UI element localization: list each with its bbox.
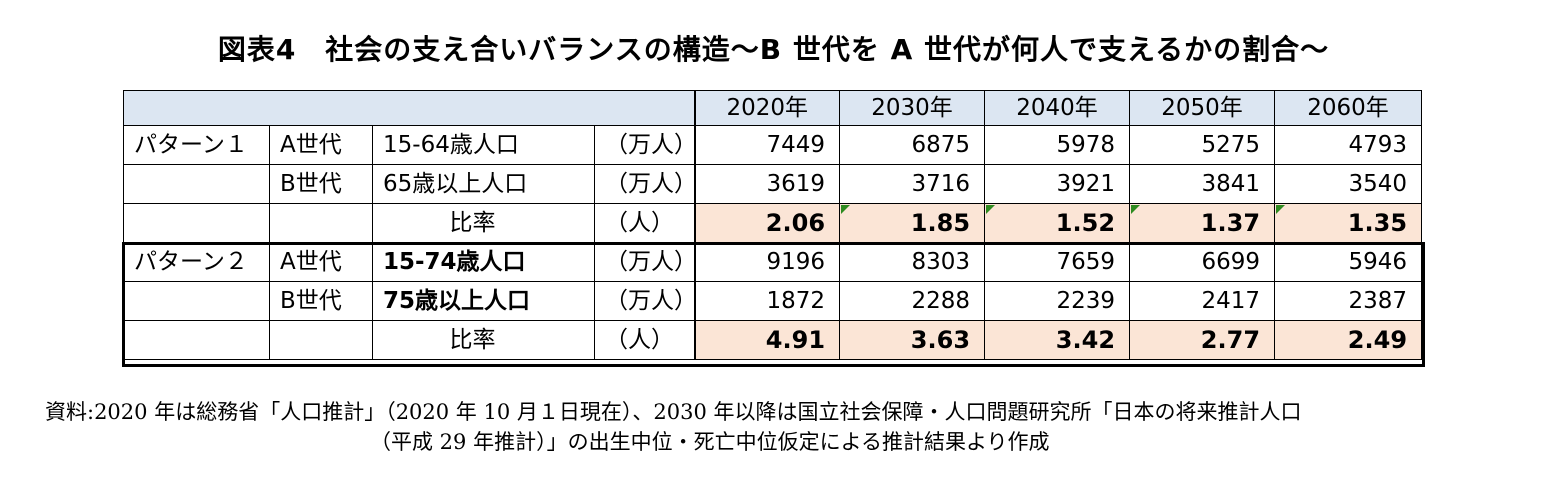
ratio-value-cell: 1.35 bbox=[1274, 203, 1423, 243]
ratio-label: 比率 bbox=[439, 203, 595, 243]
ratio-label: 比率 bbox=[439, 320, 595, 360]
ratio-value: 2.77 bbox=[1200, 326, 1261, 354]
unit-label: （万人） bbox=[593, 125, 696, 165]
value-cell: 5275 bbox=[1129, 125, 1276, 165]
ratio-value-cell: 4.91 bbox=[693, 320, 841, 360]
generation-label: B世代 bbox=[269, 281, 373, 321]
unit-label: （人） bbox=[593, 320, 696, 360]
value-cell: 2239 bbox=[984, 281, 1131, 321]
ratio-row: 比率 （人） 2.06 1.85 1.52 1.37 1.35 bbox=[123, 203, 1423, 243]
marker-icon bbox=[986, 205, 996, 214]
pattern-blank-cell bbox=[123, 320, 270, 360]
value-cell: 8303 bbox=[839, 242, 986, 282]
ratio-value-cell: 1.37 bbox=[1129, 203, 1276, 243]
table-row: パターン２ A世代 15-74歳人口 （万人） 9196 8303 7659 6… bbox=[123, 242, 1423, 282]
value-cell: 2288 bbox=[839, 281, 986, 321]
table-row: パターン１ A世代 15-64歳人口 （万人） 7449 6875 5978 5… bbox=[123, 125, 1423, 165]
source-line: 資料:2020 年は総務省「人口推計」（2020 年 10 月１日現在）、203… bbox=[45, 400, 1302, 424]
ratio-value-cell: 2.06 bbox=[693, 203, 841, 243]
ratio-value-cell: 1.52 bbox=[984, 203, 1131, 243]
row-label: 15-74歳人口 bbox=[372, 242, 595, 282]
table-row: B世代 65歳以上人口 （万人） 3619 3716 3921 3841 354… bbox=[123, 164, 1423, 204]
value-cell: 9196 bbox=[693, 242, 841, 282]
unit-label: （万人） bbox=[593, 164, 696, 204]
unit-label: （万人） bbox=[593, 281, 696, 321]
ratio-value: 1.37 bbox=[1200, 209, 1261, 237]
generation-label: A世代 bbox=[269, 242, 373, 282]
chart-title: 図表4 社会の支え合いバランスの構造～B 世代を A 世代が何人で支えるかの割合… bbox=[217, 33, 1330, 66]
unit-label: （万人） bbox=[593, 242, 696, 282]
ratio-value: 2.06 bbox=[765, 209, 826, 237]
row-label: 75歳以上人口 bbox=[372, 281, 595, 321]
ratio-value-cell: 2.77 bbox=[1129, 320, 1276, 360]
generation-label: B世代 bbox=[269, 164, 373, 204]
ratio-value-cell: 3.63 bbox=[839, 320, 986, 360]
pattern-blank-cell bbox=[123, 281, 270, 321]
value-cell: 7659 bbox=[984, 242, 1131, 282]
value-cell: 3921 bbox=[984, 164, 1131, 204]
ratio-value-cell: 2.49 bbox=[1274, 320, 1423, 360]
table-row: B世代 75歳以上人口 （万人） 1872 2288 2239 2417 238… bbox=[123, 281, 1423, 321]
value-cell: 2387 bbox=[1274, 281, 1423, 321]
value-cell: 1872 bbox=[693, 281, 841, 321]
label-blank-cell bbox=[372, 320, 440, 360]
value-cell: 3540 bbox=[1274, 164, 1423, 204]
row-label: 65歳以上人口 bbox=[372, 164, 595, 204]
ratio-value-cell: 3.42 bbox=[984, 320, 1131, 360]
ratio-row: 比率 （人） 4.91 3.63 3.42 2.77 2.49 bbox=[123, 320, 1423, 360]
ratio-value: 1.85 bbox=[910, 209, 971, 237]
value-cell: 2417 bbox=[1129, 281, 1276, 321]
header-blank-cell bbox=[122, 90, 696, 126]
value-cell: 7449 bbox=[693, 125, 841, 165]
label-blank-cell bbox=[372, 203, 440, 243]
ratio-value: 1.52 bbox=[1055, 209, 1116, 237]
value-cell: 6875 bbox=[839, 125, 986, 165]
pattern-label: パターン２ bbox=[123, 242, 270, 282]
value-cell: 3841 bbox=[1129, 164, 1276, 204]
ratio-value-cell: 1.85 bbox=[839, 203, 986, 243]
year-header: 2020年 bbox=[693, 90, 841, 126]
year-header: 2050年 bbox=[1129, 90, 1276, 126]
generation-blank-cell bbox=[269, 320, 373, 360]
header-row: 2020年 2030年 2040年 2050年 2060年 bbox=[122, 90, 1423, 126]
year-header: 2060年 bbox=[1274, 90, 1423, 126]
value-cell: 5978 bbox=[984, 125, 1131, 165]
marker-icon bbox=[1131, 205, 1141, 214]
value-cell: 4793 bbox=[1274, 125, 1423, 165]
value-cell: 3716 bbox=[839, 164, 986, 204]
ratio-value: 3.42 bbox=[1055, 326, 1116, 354]
year-header: 2040年 bbox=[984, 90, 1131, 126]
row-label: 15-64歳人口 bbox=[372, 125, 595, 165]
generation-label: A世代 bbox=[269, 125, 373, 165]
year-header: 2030年 bbox=[839, 90, 986, 126]
generation-blank-cell bbox=[269, 203, 373, 243]
ratio-value: 3.63 bbox=[910, 326, 971, 354]
value-cell: 5946 bbox=[1274, 242, 1423, 282]
marker-icon bbox=[841, 205, 851, 214]
ratio-value: 1.35 bbox=[1347, 209, 1408, 237]
source-note: 資料:2020 年は総務省「人口推計」（2020 年 10 月１日現在）、203… bbox=[0, 397, 1547, 457]
value-cell: 6699 bbox=[1129, 242, 1276, 282]
data-table: 2020年 2030年 2040年 2050年 2060年 パターン１ A世代 … bbox=[122, 90, 1423, 360]
unit-label: （人） bbox=[593, 203, 696, 243]
pattern-label: パターン１ bbox=[123, 125, 270, 165]
value-cell: 3619 bbox=[693, 164, 841, 204]
ratio-value: 2.49 bbox=[1347, 326, 1408, 354]
marker-icon bbox=[1276, 205, 1286, 214]
pattern-blank-cell bbox=[123, 164, 270, 204]
ratio-value: 4.91 bbox=[765, 326, 826, 354]
source-line: （平成 29 年推計）」の出生中位・死亡中位仮定による推計結果より作成 bbox=[370, 430, 1050, 454]
pattern-blank-cell bbox=[123, 203, 270, 243]
